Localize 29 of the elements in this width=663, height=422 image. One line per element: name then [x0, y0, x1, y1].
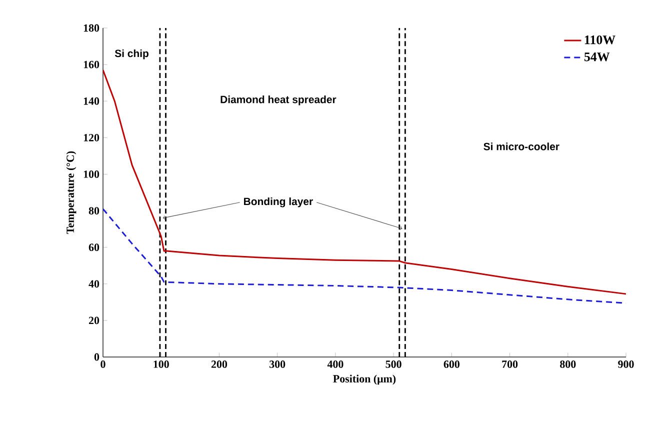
x-tick-label: 600 [444, 360, 460, 368]
x-tick-label: 800 [560, 360, 576, 368]
y-tick-label: 20 [88, 316, 100, 324]
line-series [103, 69, 626, 295]
x-tick-label: 200 [211, 360, 228, 368]
annotation: Si micro-cooler [484, 142, 560, 150]
y-tick-label: 160 [84, 60, 100, 68]
x-tick-label: 700 [502, 360, 518, 368]
y-tick-label: 40 [88, 280, 100, 288]
x-tick-label: 900 [618, 360, 634, 368]
y-tick-label: 120 [84, 134, 100, 142]
x-axis-title: Position (μm) [333, 374, 396, 385]
y-tick-label: 140 [84, 97, 100, 105]
x-tick-label: 400 [327, 360, 344, 368]
annotation: Diamond heat spreader [220, 96, 336, 106]
x-tick-label: 500 [386, 360, 402, 368]
y-tick-label: 100 [84, 170, 100, 178]
legend-label: 54W [584, 52, 610, 62]
y-tick-label: 80 [88, 207, 100, 214]
x-tick-label: 300 [270, 360, 286, 368]
x-tick-label: 0 [100, 360, 106, 368]
y-tick-label: 0 [94, 353, 100, 361]
x-tick-label: 100 [154, 360, 169, 368]
y-tick-label: 180 [84, 24, 100, 32]
y-tick-label: 60 [88, 244, 100, 252]
y-axis-title: Temperature (°C) [66, 151, 76, 234]
legend-label: 110W [584, 35, 616, 44]
annotation: Bonding layer [244, 197, 313, 208]
annotation: Si chip [114, 49, 148, 60]
